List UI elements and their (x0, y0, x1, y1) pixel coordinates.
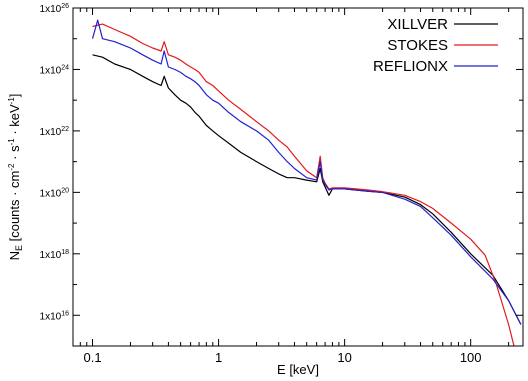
y-tick-label: 1x1022 (40, 126, 70, 138)
y-tick-label: 1x1026 (40, 3, 70, 15)
series-line-reflionx (91, 19, 522, 325)
ticks-layer: 0.1 1 10 100 1x1016 1x1018 1x1020 1x1022 1x1024 1… (40, 3, 523, 365)
y-tick-label: 1x1018 (40, 249, 70, 261)
y-axis-title-exp2: -1 (7, 138, 16, 146)
y-axis-title-exp3: -1 (7, 97, 16, 105)
x-tick-label: 0.1 (83, 350, 101, 365)
legend-label-reflionx: REFLIONX (373, 58, 448, 75)
series-line-xillver (92, 54, 522, 325)
y-axis-title-bracket-close: ] (7, 94, 22, 98)
plot-frame (72, 7, 524, 347)
y-axis-title-prefix-sub: E (14, 245, 24, 251)
y-tick-label: 1x1020 (40, 187, 70, 199)
legend: XILLVER STOKES REFLIONX (373, 16, 498, 75)
y-tick-label: 1x1024 (40, 64, 70, 76)
x-tick-label: 1 (215, 350, 222, 365)
x-tick-label: 100 (460, 350, 482, 365)
series-layer (91, 19, 522, 346)
y-axis-title-bracket-open: [counts · cm (7, 171, 22, 245)
series-line-stokes (92, 23, 515, 346)
y-axis-title-mid1: · s (7, 145, 22, 164)
x-axis-title: E [keV] (277, 362, 319, 377)
legend-label-xillver: XILLVER (387, 16, 448, 33)
y-axis-title-exp1: -2 (7, 163, 16, 171)
y-axis-title-mid2: · keV (7, 104, 22, 138)
y-tick-label: 1x1016 (40, 310, 70, 322)
x-tick-label: 10 (337, 350, 351, 365)
y-axis-title-prefix: N (7, 251, 22, 260)
legend-label-stokes: STOKES (387, 37, 448, 54)
y-axis-title: NE [counts · cm-2 · s-1 · keV-1] (7, 94, 24, 261)
